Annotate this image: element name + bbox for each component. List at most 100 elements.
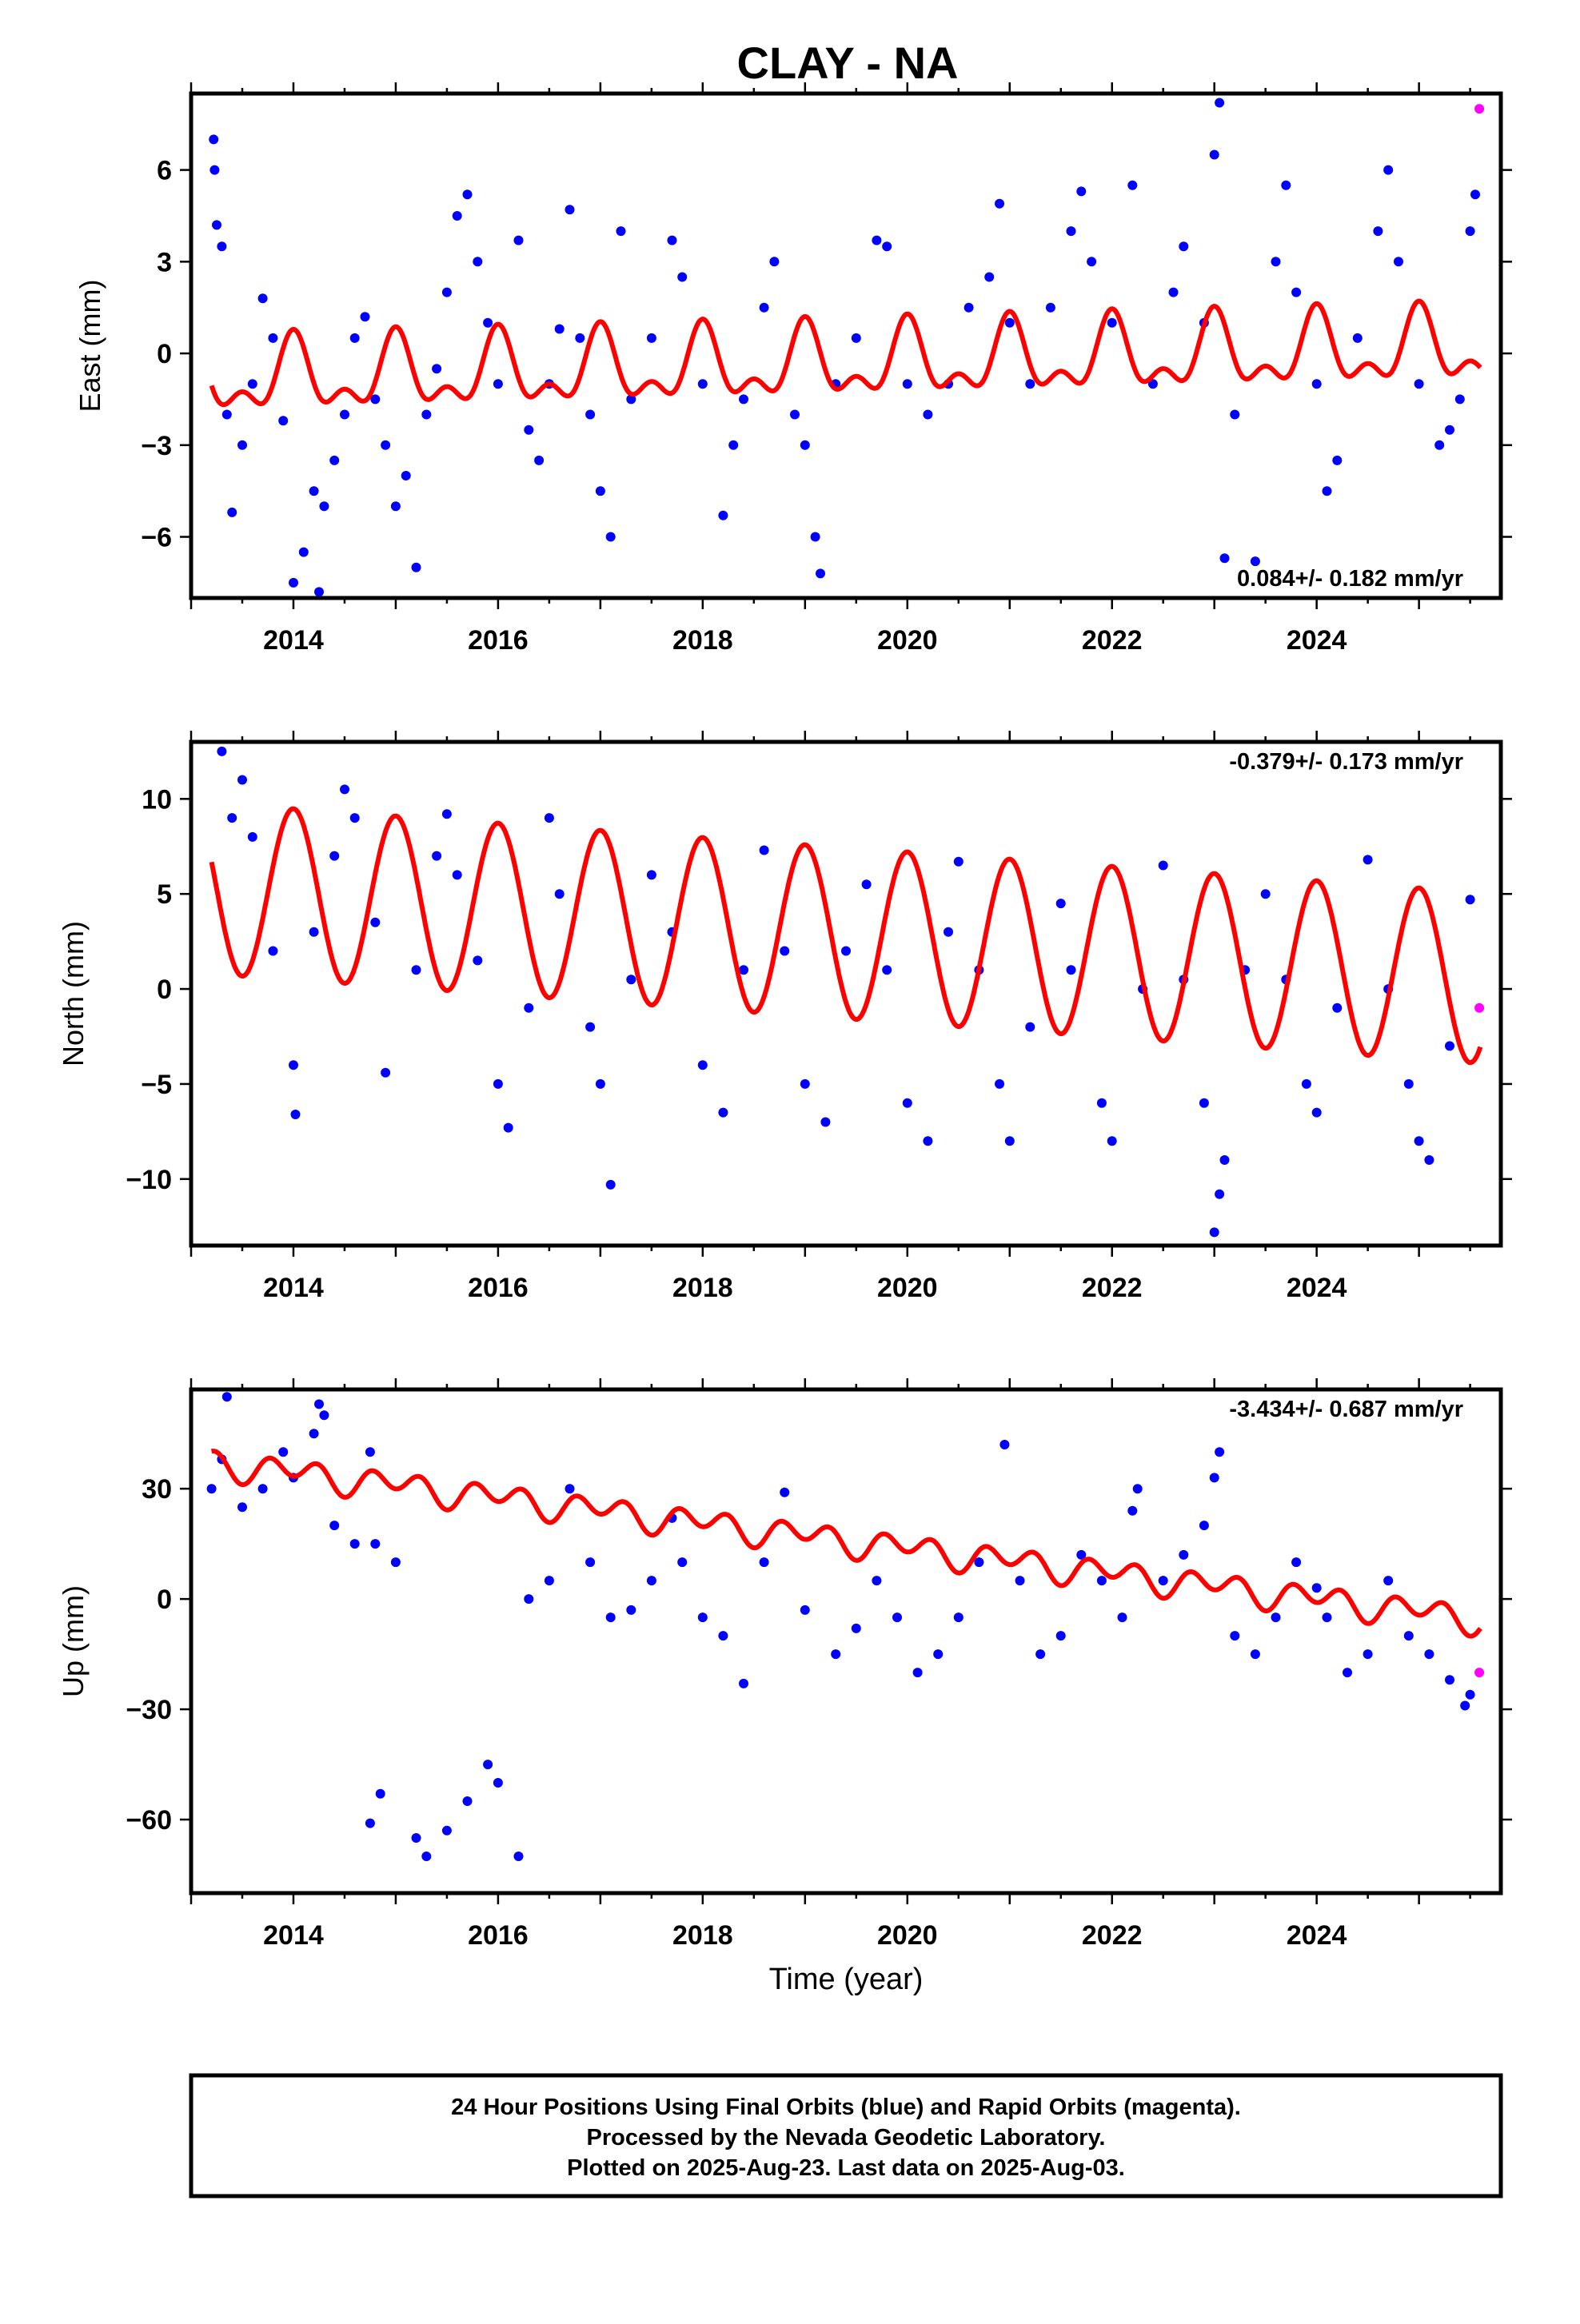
final-point xyxy=(851,333,861,343)
final-point xyxy=(554,324,565,334)
final-point xyxy=(1465,895,1475,905)
final-point xyxy=(411,1833,421,1843)
final-point xyxy=(759,845,769,855)
final-point xyxy=(800,1604,810,1615)
final-point xyxy=(278,416,289,426)
final-point xyxy=(1215,1447,1225,1457)
final-point xyxy=(1147,379,1158,389)
final-point xyxy=(237,1502,247,1513)
final-point xyxy=(739,394,748,405)
final-point xyxy=(616,226,626,237)
final-point xyxy=(1117,1612,1127,1623)
final-point xyxy=(677,272,688,282)
final-point xyxy=(1230,1631,1240,1641)
final-point xyxy=(217,241,227,252)
final-point xyxy=(780,1487,790,1497)
final-point xyxy=(217,746,227,756)
final-point xyxy=(585,1557,596,1568)
y-tick-label: 6 xyxy=(157,156,172,186)
y-tick-label: −3 xyxy=(141,431,172,461)
panel-north: 2014 2016 2018 2020 2022 2024 −10 −5 0 5 10 North (… xyxy=(57,731,1512,1303)
final-point xyxy=(1096,1576,1107,1586)
final-point xyxy=(902,379,912,389)
final-point xyxy=(902,1098,912,1108)
x-tick-label: 2024 xyxy=(1287,1273,1347,1303)
final-point xyxy=(513,235,524,245)
final-point xyxy=(289,577,298,588)
x-tick-label: 2018 xyxy=(672,1920,733,1951)
final-point xyxy=(1363,1649,1373,1660)
final-point xyxy=(1179,241,1189,252)
final-point xyxy=(1250,556,1260,567)
final-point xyxy=(227,507,237,517)
final-point xyxy=(1035,1649,1046,1660)
final-point xyxy=(575,333,585,343)
final-point xyxy=(524,1003,534,1013)
final-point xyxy=(816,568,825,579)
final-point xyxy=(697,379,708,389)
y-tick-label: −5 xyxy=(141,1070,172,1100)
final-point xyxy=(1215,98,1225,108)
panel-up: 2014 2016 2018 2020 2022 2024 −60 −30 0 30 Up (mm)… xyxy=(57,1378,1512,1951)
final-point xyxy=(1209,1473,1219,1483)
final-point xyxy=(441,287,452,297)
final-point xyxy=(493,1078,503,1089)
final-point xyxy=(780,946,790,956)
final-point xyxy=(933,1649,944,1660)
final-point xyxy=(544,813,554,823)
final-point xyxy=(441,1825,452,1836)
final-point xyxy=(349,1539,360,1549)
final-point xyxy=(718,1107,728,1118)
footer-line-3: Plotted on 2025-Aug-23. Last data on 202… xyxy=(567,2155,1125,2181)
y-tick-label: 5 xyxy=(157,879,172,910)
final-point xyxy=(1250,1649,1260,1660)
final-point xyxy=(1383,1576,1394,1586)
y-tick-label: 0 xyxy=(157,975,172,1005)
final-point xyxy=(309,927,319,937)
final-point xyxy=(831,1649,841,1660)
final-point xyxy=(524,1594,534,1604)
final-point xyxy=(1168,287,1179,297)
final-point xyxy=(605,532,616,542)
final-point xyxy=(923,409,933,420)
final-point xyxy=(585,1022,596,1032)
plot-frame xyxy=(189,739,1503,1248)
final-point xyxy=(1301,1078,1311,1089)
final-point xyxy=(697,1612,708,1623)
final-point xyxy=(810,532,820,542)
final-point xyxy=(697,1060,708,1070)
final-point xyxy=(769,257,780,267)
final-point xyxy=(677,1557,688,1568)
final-point xyxy=(411,562,421,572)
final-point xyxy=(1045,302,1055,313)
final-point xyxy=(1107,1136,1117,1146)
final-point xyxy=(841,946,851,956)
final-point xyxy=(257,1484,268,1494)
final-point xyxy=(375,1788,385,1799)
final-point xyxy=(411,965,421,975)
final-point xyxy=(790,409,800,420)
final-point xyxy=(493,379,503,389)
rapid-point xyxy=(1474,1668,1485,1678)
final-point xyxy=(953,856,964,867)
final-point xyxy=(319,501,329,512)
final-point xyxy=(360,312,370,322)
final-point xyxy=(370,394,381,405)
y-axis-label: North (mm) xyxy=(57,921,90,1066)
x-tick-label: 2016 xyxy=(468,1273,529,1303)
final-point xyxy=(999,1440,1010,1449)
final-point xyxy=(1445,1675,1454,1685)
x-tick-label: 2024 xyxy=(1287,625,1347,656)
final-point xyxy=(646,1576,656,1586)
final-point xyxy=(759,1557,769,1568)
rate-label: -3.434+/- 0.687 mm/yr xyxy=(1229,1397,1463,1422)
final-point xyxy=(209,165,220,175)
x-tick-label: 2014 xyxy=(263,625,324,656)
final-point xyxy=(365,1447,375,1457)
final-point xyxy=(1127,1505,1138,1516)
final-point xyxy=(462,189,473,200)
final-point xyxy=(365,1818,375,1828)
final-point xyxy=(289,1060,298,1070)
rapid-point xyxy=(1474,1003,1485,1013)
